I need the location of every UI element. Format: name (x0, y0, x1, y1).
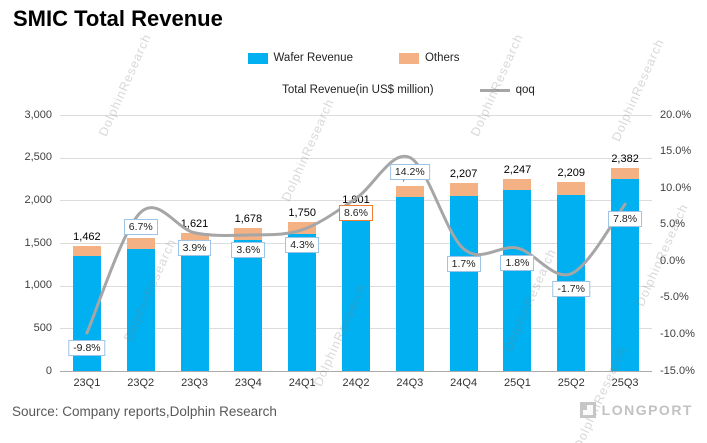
left-axis-tick: 1,500 (24, 236, 52, 249)
total-label-25Q3: 2,382 (611, 152, 639, 165)
bar-wafer-24Q4 (449, 196, 478, 371)
x-axis-label-24Q1: 24Q1 (288, 377, 316, 389)
legend-row-1: Wafer Revenue Others (0, 52, 707, 64)
total-label-24Q1: 1,750 (288, 206, 316, 219)
bar-others-24Q3 (395, 185, 424, 197)
legend-label-others: Others (424, 52, 460, 64)
brand-mark: LONGPORT (579, 402, 693, 418)
right-axis-tick: -10.0% (660, 327, 695, 340)
right-axis-tick: 0.0% (660, 254, 686, 267)
x-axis-label-25Q2: 25Q2 (557, 377, 585, 389)
right-axis-tick: 20.0% (660, 108, 692, 121)
qoq-label-25Q1: 1.8% (500, 255, 535, 272)
bar-others-25Q3 (611, 167, 640, 179)
qoq-label-23Q4: 3.6% (231, 241, 266, 258)
x-axis-label-23Q4: 23Q4 (234, 377, 262, 389)
others-swatch-icon (398, 52, 419, 64)
source-text: Source: Company reports,Dolphin Research (12, 404, 277, 419)
left-axis-tick: 1,000 (24, 279, 52, 292)
bar-wafer-24Q3 (395, 196, 424, 371)
x-axis-label-23Q3: 23Q3 (181, 377, 208, 389)
bar-wafer-23Q3 (180, 244, 209, 371)
right-axis-tick: 15.0% (660, 145, 692, 158)
left-axis-tick: 2,500 (24, 151, 52, 164)
x-axis-label-23Q2: 23Q2 (127, 377, 155, 389)
x-axis-label-24Q2: 24Q2 (342, 377, 370, 389)
x-axis-line (60, 371, 652, 372)
bar-wafer-24Q1 (288, 233, 317, 371)
x-axis-label-24Q4: 24Q4 (450, 377, 478, 389)
bar-others-23Q1 (72, 246, 101, 256)
longport-logo-icon (579, 402, 596, 418)
qoq-label-23Q1: -9.8% (68, 339, 106, 356)
left-axis-tick: 0 (45, 364, 52, 377)
x-axis-label-24Q3: 24Q3 (396, 377, 424, 389)
bar-others-23Q2 (126, 237, 155, 249)
qoq-label-23Q2: 6.7% (123, 219, 158, 236)
left-axis-tick: 3,000 (24, 108, 52, 121)
qoq-line-marker-icon (479, 88, 510, 92)
x-axis-label-25Q3: 25Q3 (611, 377, 639, 389)
qoq-label-24Q3: 14.2% (389, 164, 430, 181)
total-label-25Q2: 2,209 (557, 167, 586, 180)
bar-others-23Q4 (234, 227, 263, 240)
qoq-label-24Q1: 4.3% (285, 236, 320, 253)
legend-label-qoq: qoq (515, 84, 535, 96)
right-axis-tick: 5.0% (660, 218, 686, 231)
bar-wafer-24Q2 (342, 220, 370, 371)
bar-others-24Q4 (449, 182, 478, 197)
qoq-label-25Q2: -1.7% (552, 280, 590, 297)
bar-wafer-23Q2 (126, 248, 155, 371)
right-axis-tick: -15.0% (660, 364, 695, 377)
qoq-label-24Q4: 1.7% (446, 255, 481, 272)
legend-row-2: Total Revenue(in US$ million) qoq (55, 84, 707, 96)
bar-wafer-25Q1 (503, 190, 532, 371)
page-title: SMIC Total Revenue (13, 6, 223, 31)
bar-others-25Q1 (503, 179, 532, 191)
x-axis-label-23Q1: 23Q1 (73, 377, 101, 389)
x-axis-label-25Q1: 25Q1 (503, 377, 531, 389)
qoq-label-23Q3: 3.9% (177, 239, 212, 256)
legend-label-total: Total Revenue(in US$ million) (282, 84, 434, 96)
total-label-24Q2: 1,901 (342, 193, 370, 206)
bar-wafer-23Q4 (234, 239, 263, 371)
bar-others-25Q2 (557, 182, 586, 195)
qoq-label-25Q3: 7.8% (608, 211, 643, 228)
left-axis-tick: 2,000 (24, 193, 52, 206)
brand-text: LONGPORT (601, 402, 693, 418)
legend-item-others: Others (398, 52, 460, 64)
right-axis-tick: 10.0% (660, 181, 692, 194)
wafer-revenue-swatch-icon (247, 52, 268, 64)
legend-item-qoq: qoq (479, 84, 535, 96)
right-axis-tick: -5.0% (660, 291, 689, 304)
legend-item-total-revenue: Total Revenue(in US$ million) (282, 84, 433, 96)
gridline (60, 115, 652, 116)
bar-others-24Q1 (288, 221, 317, 234)
qoq-label-24Q2: 8.6% (339, 205, 373, 222)
left-axis-tick: 500 (33, 321, 52, 334)
legend-label-wafer: Wafer Revenue (273, 52, 353, 64)
legend-item-wafer-revenue: Wafer Revenue (247, 52, 353, 64)
bar-wafer-25Q3 (611, 178, 640, 371)
gridline (60, 157, 652, 159)
